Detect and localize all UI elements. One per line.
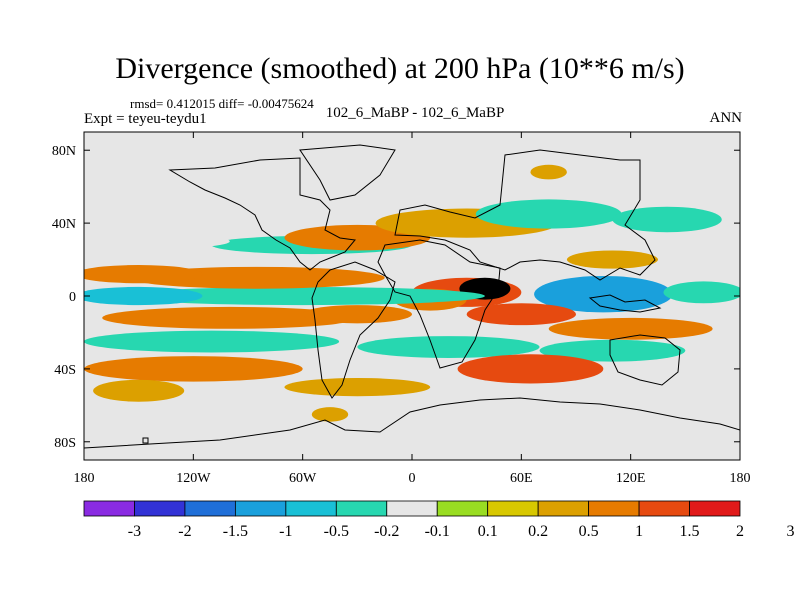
colorbar-swatch (335, 500, 388, 517)
coastline-eurasia (394, 149, 656, 281)
colorbar-label: -1.5 (223, 523, 248, 540)
contour-region-7 (84, 286, 203, 306)
colorbar-swatch (234, 500, 287, 517)
contour-region-20 (548, 317, 713, 340)
contour-region-21 (84, 330, 340, 353)
colorbar-swatch (487, 500, 539, 517)
y-tick-label: 40S (54, 363, 76, 378)
colorbar-label: -1 (279, 523, 292, 540)
coastline-australia (609, 334, 681, 386)
contour-region-16 (566, 250, 658, 269)
contour-region-14 (475, 199, 622, 229)
colorbar-swatch (285, 500, 337, 517)
contour-region-29 (530, 387, 640, 406)
y-tick-label: 0 (69, 290, 76, 305)
coastline-south-america (311, 261, 396, 399)
land-outlines (84, 144, 740, 449)
x-tick-label: 60E (510, 471, 533, 486)
contour-region-28 (311, 407, 349, 422)
colorbar-label: 1.5 (680, 523, 700, 540)
contour-region-24 (84, 356, 303, 382)
contour-region-11 (84, 234, 230, 249)
colorbar-label: 3 (786, 523, 794, 540)
axes: 180 120W 60W 0 60E 120E 180 80N 40N 0 40S 80S (52, 132, 751, 486)
x-tick-label: 120W (176, 471, 211, 486)
chart-title: Divergence (smoothed) at 200 hPa (10**6 … (115, 52, 685, 85)
contour-region-27 (284, 378, 431, 397)
colorbar-swatch (134, 500, 186, 517)
contour-region-30 (530, 164, 567, 180)
colorbar-label: -2 (178, 523, 191, 540)
colorbar-label: 0.5 (579, 523, 599, 540)
coastline-maritime-continent (588, 294, 662, 313)
contour-region-9 (84, 265, 203, 284)
colorbar: -3 -2 -1.5 -1 -0.5 -0.2 -0.1 0.1 0.2 0.5 1 1.5 2 3 (83, 500, 794, 540)
x-tick-label: 180 (730, 471, 751, 486)
colorbar-label: 1 (635, 523, 643, 540)
experiment-label: Expt = teyeu-teydu1 (84, 111, 207, 127)
x-tick-label: 60W (289, 471, 317, 486)
contour-region-26 (93, 379, 185, 402)
colorbar-swatch (184, 500, 236, 517)
contour-region-23 (539, 339, 686, 362)
contour-region-1 (534, 275, 673, 313)
contour-region-15 (612, 206, 722, 233)
colorbar-swatch (638, 500, 690, 517)
x-tick-label: 120E (616, 471, 646, 486)
rmsd-diff-stats: rmsd= 0.412015 diff= -0.00475624 (130, 96, 314, 111)
contour-region-25 (457, 354, 604, 384)
contour-region-18 (302, 305, 413, 324)
comparison-label: 102_6_MaBP - 102_6_MaBP (325, 105, 505, 121)
coastline-africa (377, 239, 501, 369)
season-label: ANN (709, 110, 743, 126)
colorbar-label: 0.1 (478, 523, 498, 540)
coastline-greenland (299, 144, 396, 201)
colorbar-swatch (689, 500, 741, 517)
y-tick-label: 40N (52, 217, 76, 232)
contour-region-17 (102, 306, 358, 329)
x-tick-label: 180 (74, 471, 95, 486)
coastline-antarctica (84, 397, 740, 449)
contour-region-2 (663, 281, 740, 304)
colorbar-label: 0.2 (528, 523, 548, 540)
colorbar-swatch (537, 500, 590, 517)
contour-region-19 (466, 303, 576, 326)
colorbar-label: -3 (128, 523, 141, 540)
y-tick-label: 80N (52, 144, 76, 159)
contour-region-22 (357, 336, 540, 358)
coastline-north-america (168, 157, 356, 271)
island-small (142, 437, 149, 444)
colorbar-swatch (436, 500, 489, 517)
colorbar-swatch (83, 500, 135, 517)
colorbar-swatch (588, 500, 640, 517)
contour-region-6 (120, 286, 485, 306)
colorbar-label: -0.2 (374, 523, 399, 540)
colorbar-label: -0.1 (425, 523, 450, 540)
colorbar-label: -0.5 (324, 523, 349, 540)
colorbar-swatch (386, 500, 438, 517)
y-tick-label: 80S (54, 436, 76, 451)
colorbar-label: 2 (736, 523, 744, 540)
x-tick-label: 0 (409, 471, 416, 486)
